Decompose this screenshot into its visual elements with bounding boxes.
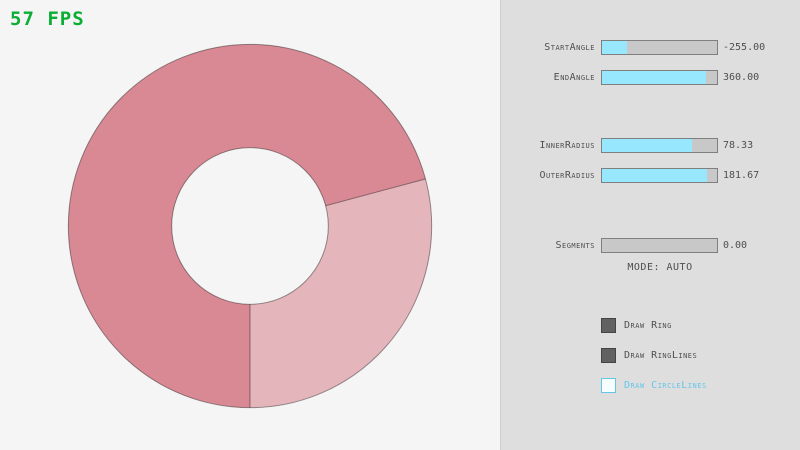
outer-radius-slider-fill <box>602 169 707 182</box>
ring-inner-line <box>171 147 329 305</box>
end-angle-label: EndAngle <box>553 72 595 83</box>
slider-row-segments: Segments 0.00 <box>501 238 800 253</box>
ring-chart <box>67 43 433 409</box>
segments-label: Segments <box>555 240 595 251</box>
start-angle-label: StartAngle <box>544 42 595 53</box>
ring-radial-line-start <box>325 178 426 207</box>
draw-circlelines-checkbox[interactable] <box>601 378 616 393</box>
slider-row-outer-radius: OuterRadius 181.67 <box>501 168 800 183</box>
inner-radius-label: InnerRadius <box>539 140 595 151</box>
slider-row-inner-radius: InnerRadius 78.33 <box>501 138 800 153</box>
ring-sector-dark <box>68 44 426 408</box>
draw-ringlines-checkbox-label: Draw RingLines <box>624 350 698 361</box>
controls-panel: StartAngle -255.00 EndAngle 360.00 Inner… <box>500 0 800 450</box>
segments-mode-text: MODE: AUTO <box>627 262 693 273</box>
outer-radius-slider[interactable] <box>601 168 718 183</box>
start-angle-slider-fill <box>602 41 628 54</box>
draw-ringlines-checkbox[interactable] <box>601 348 616 363</box>
draw-ring-checkbox[interactable] <box>601 318 616 333</box>
fps-counter: 57 FPS <box>10 8 85 30</box>
end-angle-slider[interactable] <box>601 70 718 85</box>
checkbox-row-draw-ring: Draw Ring <box>601 318 672 333</box>
slider-row-end-angle: EndAngle 360.00 <box>501 70 800 85</box>
ring-outer-line <box>67 43 433 409</box>
end-angle-value: 360.00 <box>723 72 760 83</box>
outer-radius-value: 181.67 <box>723 170 760 181</box>
inner-radius-slider-fill <box>602 139 692 152</box>
draw-ring-checkbox-label: Draw Ring <box>624 320 672 331</box>
segments-value: 0.00 <box>723 240 748 251</box>
checkbox-row-draw-circlelines: Draw CircleLines <box>601 378 707 393</box>
start-angle-value: -255.00 <box>723 42 766 53</box>
outer-radius-label: OuterRadius <box>539 170 595 181</box>
inner-radius-value: 78.33 <box>723 140 754 151</box>
inner-radius-slider[interactable] <box>601 138 718 153</box>
start-angle-slider[interactable] <box>601 40 718 55</box>
ring-sector-light <box>250 178 432 408</box>
segments-slider[interactable] <box>601 238 718 253</box>
draw-circlelines-checkbox-label: Draw CircleLines <box>624 380 707 391</box>
slider-row-start-angle: StartAngle -255.00 <box>501 40 800 55</box>
ring-canvas <box>67 43 433 409</box>
end-angle-slider-fill <box>602 71 706 84</box>
checkbox-row-draw-ringlines: Draw RingLines <box>601 348 697 363</box>
